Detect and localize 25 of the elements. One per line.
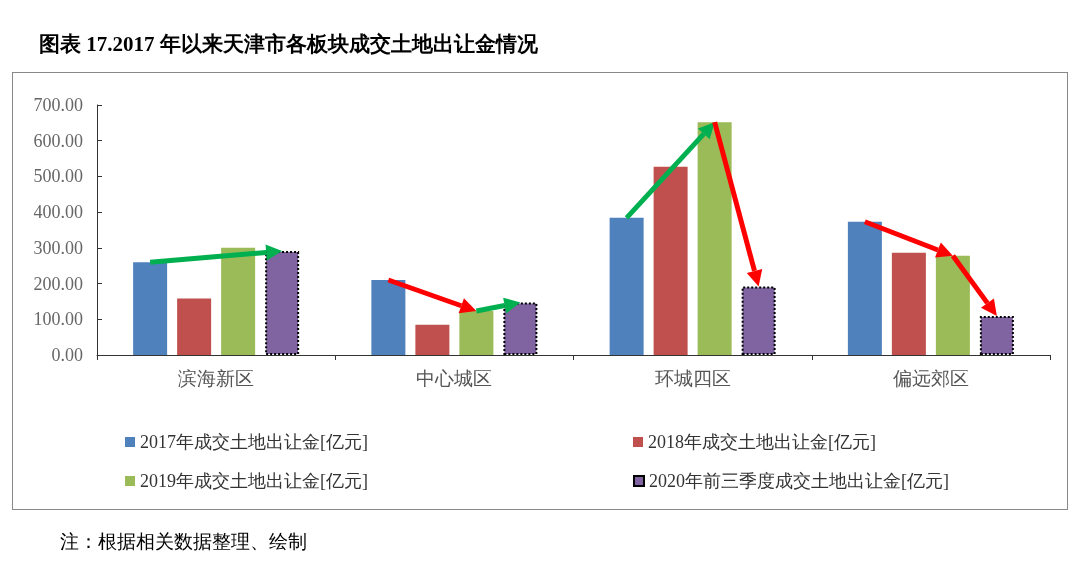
x-tick-label: 偏远郊区 [892,368,969,389]
y-tick-label: 200.00 [33,273,83,294]
legend-label: 2019年成交土地出让金[亿元] [140,471,368,491]
bar [979,316,1014,355]
bar [177,298,212,355]
x-tick-label: 滨海新区 [178,368,255,389]
y-tick-label: 0.00 [51,345,83,365]
bar [265,251,300,355]
bar [133,262,168,355]
y-tick-label: 700.00 [33,95,83,115]
bar [221,247,256,355]
y-tick-label: 400.00 [33,202,83,223]
text: 注：根据相关数据整理、绘制 [60,531,307,552]
bar [415,324,450,355]
y-tick-label: 300.00 [33,237,83,258]
chart-title: 图表 17.2017 年以来天津市各板块成交土地出让金情况 [39,31,539,56]
bar [741,286,776,355]
legend-label: 2018年成交土地出让金[亿元] [648,432,876,452]
y-tick-label: 600.00 [33,130,83,151]
y-tick-label: 500.00 [33,166,83,187]
legend-label: 2020年前三季度成交土地出让金[亿元] [649,471,949,491]
y-tick-label: 100.00 [33,309,83,330]
legend-label: 2017年成交土地出让金[亿元] [140,432,368,452]
x-tick-label: 环城四区 [654,368,731,389]
x-tick-label: 中心城区 [416,368,493,389]
